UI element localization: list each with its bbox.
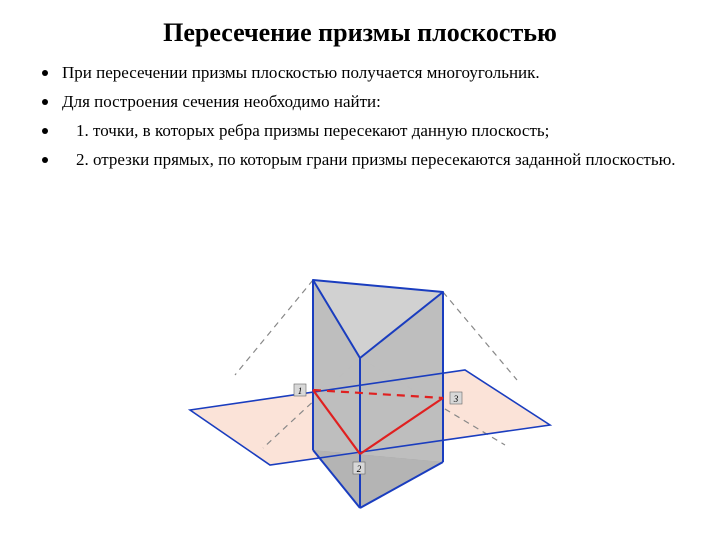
bullet-text: 1. точки, в которых ребра призмы пересек… [62, 120, 678, 143]
list-item: Для построения сечения необходимо найти: [42, 91, 678, 114]
list-item: При пересечении призмы плоскостью получа… [42, 62, 678, 85]
list-item: 1. точки, в которых ребра призмы пересек… [42, 120, 678, 143]
bullet-icon [42, 157, 48, 163]
svg-text:1: 1 [298, 386, 303, 396]
bullet-text: Для построения сечения необходимо найти: [62, 91, 678, 114]
bullet-icon [42, 99, 48, 105]
svg-text:2: 2 [357, 464, 362, 474]
bullet-list: При пересечении призмы плоскостью получа… [0, 62, 720, 172]
bullet-icon [42, 70, 48, 76]
bullet-icon [42, 128, 48, 134]
bullet-text: 2. отрезки прямых, по которым грани приз… [62, 149, 678, 172]
slide-title: Пересечение призмы плоскостью [0, 0, 720, 62]
svg-text:3: 3 [453, 394, 459, 404]
prism-svg: 1 2 3 [145, 240, 575, 520]
list-item: 2. отрезки прямых, по которым грани приз… [42, 149, 678, 172]
prism-figure: 1 2 3 [0, 240, 720, 520]
bullet-text: При пересечении призмы плоскостью получа… [62, 62, 678, 85]
